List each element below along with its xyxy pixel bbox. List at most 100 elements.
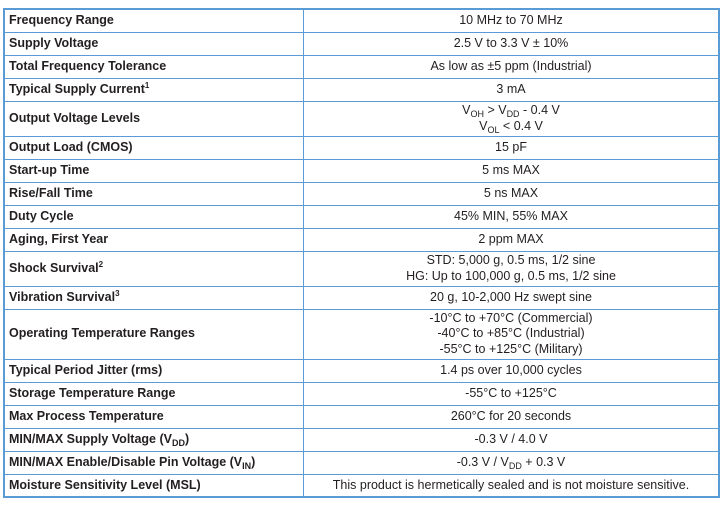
value-cell: 20 g, 10-2,000 Hz swept sine: [303, 285, 720, 310]
parameter-label: MIN/MAX Enable/Disable Pin Voltage (V: [9, 454, 243, 469]
value-line: HG: Up to 100,000 g, 0.5 ms, 1/2 sine: [308, 269, 714, 285]
value-line: VOL < 0.4 V: [308, 119, 714, 135]
value-line: -55°C to +125°C: [308, 386, 714, 402]
parameter-cell: Typical Period Jitter (rms): [3, 358, 304, 383]
parameter-cell: MIN/MAX Supply Voltage (VDD): [3, 427, 304, 452]
spec-row: MIN/MAX Supply Voltage (VDD) -0.3 V / 4.0…: [3, 427, 720, 452]
parameter-cell: Aging, First Year: [3, 227, 304, 252]
parameter-label: Moisture Sensitivity Level (MSL): [9, 477, 201, 492]
value-line: STD: 5,000 g, 0.5 ms, 1/2 sine: [308, 253, 714, 269]
value-text: 260°C for 20 seconds: [450, 408, 572, 423]
parameter-cell: Total Frequency Tolerance: [3, 54, 304, 79]
spec-row: Output Voltage Levels VOH > VDD - 0.4 V VO…: [3, 100, 720, 137]
value-line: 15 pF: [308, 140, 714, 156]
subscript: DD: [506, 109, 520, 119]
value-text: -10°C to +70°C (Commercial): [429, 310, 593, 325]
parameter-label: Duty Cycle: [9, 208, 74, 223]
value-cell: -0.3 V / VDD + 0.3 V: [303, 450, 720, 475]
parameter-cell: Typical Supply Current1: [3, 77, 304, 102]
footnote-marker: 2: [98, 259, 104, 269]
value-text: 2 ppm MAX: [478, 231, 544, 246]
value-line: 2 ppm MAX: [308, 232, 714, 248]
value-cell: 260°C for 20 seconds: [303, 404, 720, 429]
value-line: 3 mA: [308, 82, 714, 98]
value-text: -55°C to +125°C (Military): [439, 341, 583, 356]
spec-row: Aging, First Year 2 ppm MAX: [3, 227, 720, 252]
parameter-label: Supply Voltage: [9, 35, 99, 50]
value-line: 260°C for 20 seconds: [308, 409, 714, 425]
value-line: -40°C to +85°C (Industrial): [308, 326, 714, 342]
value-cell: STD: 5,000 g, 0.5 ms, 1/2 sine HG: Up to …: [303, 250, 720, 287]
value-line: 2.5 V to 3.3 V ± 10%: [308, 36, 714, 52]
value-cell: This product is hermetically sealed and …: [303, 473, 720, 498]
spec-row: Rise/Fall Time 5 ns MAX: [3, 181, 720, 206]
subscript: DD: [171, 437, 185, 448]
parameter-label: Aging, First Year: [9, 231, 109, 246]
value-line: -0.3 V / VDD + 0.3 V: [308, 455, 714, 471]
value-line: As low as ±5 ppm (Industrial): [308, 59, 714, 75]
value-text: 20 g, 10-2,000 Hz swept sine: [430, 289, 592, 304]
value-cell: 1.4 ps over 10,000 cycles: [303, 358, 720, 383]
parameter-cell: Max Process Temperature: [3, 404, 304, 429]
parameter-cell: Start-up Time: [3, 158, 304, 183]
parameter-cell: Operating Temperature Ranges: [3, 308, 304, 360]
value-text: V: [479, 118, 488, 133]
value-cell: -55°C to +125°C: [303, 381, 720, 406]
parameter-label: Total Frequency Tolerance: [9, 58, 167, 73]
footnote-marker: 3: [115, 288, 120, 298]
value-text: STD: 5,000 g, 0.5 ms, 1/2 sine: [426, 253, 596, 267]
parameter-label: MIN/MAX Supply Voltage (V: [9, 431, 172, 446]
parameter-cell: Moisture Sensitivity Level (MSL): [3, 473, 304, 498]
parameter-cell: Supply Voltage: [3, 31, 304, 56]
value-cell: 2.5 V to 3.3 V ± 10%: [303, 31, 720, 56]
value-text: > V: [483, 103, 507, 117]
value-text: -55°C to +125°C: [465, 385, 557, 400]
spec-row: Max Process Temperature 260°C for 20 seco…: [3, 404, 720, 429]
spec-row: Shock Survival2 STD: 5,000 g, 0.5 ms, 1/2…: [3, 250, 720, 287]
value-cell: 10 MHz to 70 MHz: [303, 8, 720, 33]
parameter-cell: MIN/MAX Enable/Disable Pin Voltage (VIN): [3, 450, 304, 475]
value-text: -0.3 V / 4.0 V: [474, 431, 548, 446]
spec-row: Output Load (CMOS) 15 pF: [3, 135, 720, 160]
parameter-label: Output Load (CMOS): [9, 139, 133, 154]
parameter-label: Frequency Range: [9, 13, 114, 27]
parameter-cell: Output Load (CMOS): [3, 135, 304, 160]
spec-row: Supply Voltage 2.5 V to 3.3 V ± 10%: [3, 31, 720, 56]
spec-row: Duty Cycle 45% MIN, 55% MAX: [3, 204, 720, 229]
subscript: OH: [470, 109, 484, 119]
specifications-body: Frequency Range 10 MHz to 70 MHz Supply Vo…: [3, 8, 720, 498]
value-cell: 5 ms MAX: [303, 158, 720, 183]
value-line: VOH > VDD - 0.4 V: [308, 103, 714, 119]
value-text: -40°C to +85°C (Industrial): [437, 326, 585, 341]
spec-row: Frequency Range 10 MHz to 70 MHz: [3, 8, 720, 33]
parameter-label: Typical Supply Current: [9, 81, 145, 96]
value-cell: -0.3 V / 4.0 V: [303, 427, 720, 452]
footnote-marker: 1: [144, 80, 150, 90]
value-text: As low as ±5 ppm (Industrial): [430, 58, 592, 73]
value-text: HG: Up to 100,000 g, 0.5 ms, 1/2 sine: [406, 268, 616, 283]
value-text: 45% MIN, 55% MAX: [454, 208, 568, 223]
value-text: 5 ms MAX: [482, 162, 540, 177]
parameter-label: ): [251, 454, 256, 469]
value-text: - 0.4 V: [519, 103, 560, 117]
parameter-cell: Vibration Survival3: [3, 285, 304, 310]
value-cell: 45% MIN, 55% MAX: [303, 204, 720, 229]
parameter-label: Max Process Temperature: [9, 408, 164, 423]
parameter-label: Shock Survival: [9, 260, 99, 275]
parameter-label: Start-up Time: [9, 162, 90, 177]
value-text: 3 mA: [496, 81, 526, 96]
spec-row: Operating Temperature Ranges -10°C to +70…: [3, 308, 720, 360]
value-text: 2.5 V to 3.3 V ± 10%: [453, 35, 569, 50]
value-text: + 0.3 V: [521, 454, 566, 469]
value-cell: VOH > VDD - 0.4 V VOL < 0.4 V: [303, 100, 720, 137]
parameter-label: Operating Temperature Ranges: [9, 326, 195, 341]
spec-row: Typical Supply Current1 3 mA: [3, 77, 720, 102]
value-text: This product is hermetically sealed and …: [332, 477, 690, 492]
parameter-cell: Output Voltage Levels: [3, 100, 304, 137]
parameter-label: Output Voltage Levels: [9, 110, 141, 125]
value-line: 5 ns MAX: [308, 186, 714, 202]
parameter-label: Typical Period Jitter (rms): [9, 362, 163, 377]
value-text: 5 ns MAX: [483, 185, 539, 200]
value-cell: 5 ns MAX: [303, 181, 720, 206]
value-line: 45% MIN, 55% MAX: [308, 209, 714, 225]
